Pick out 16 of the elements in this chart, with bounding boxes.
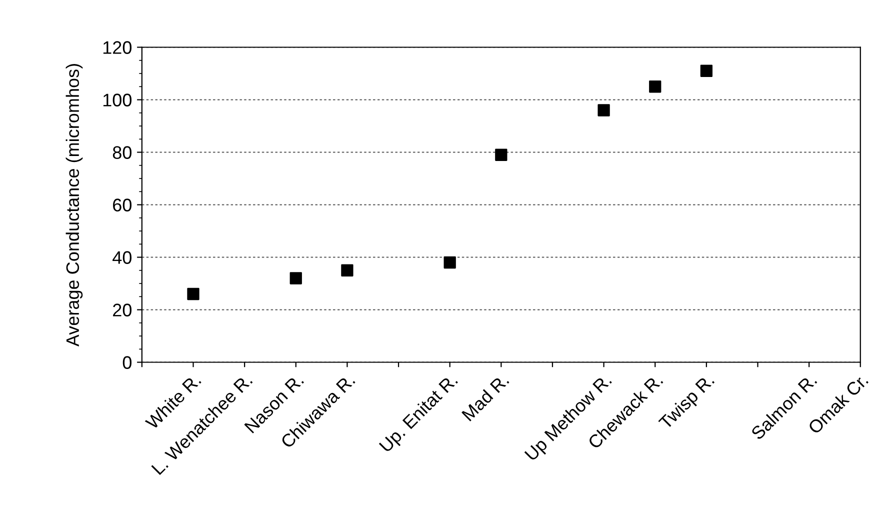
point — [495, 148, 508, 161]
y-tick-label: 20 — [113, 304, 132, 316]
y-tick-label: 60 — [113, 198, 132, 212]
point — [444, 256, 456, 269]
y-tick-label: 100 — [103, 94, 132, 106]
y-tick-label: 0 — [122, 356, 132, 369]
y-axis-title: Average Conductance (micromhos) — [66, 64, 83, 347]
point — [700, 64, 713, 77]
point — [341, 264, 354, 276]
point — [187, 288, 200, 300]
y-tick-label: 80 — [112, 146, 132, 159]
point — [649, 80, 662, 93]
y-tick-label: 120 — [103, 41, 132, 54]
y-tick-label: 40 — [112, 251, 132, 264]
point — [290, 272, 302, 284]
point — [598, 104, 610, 116]
